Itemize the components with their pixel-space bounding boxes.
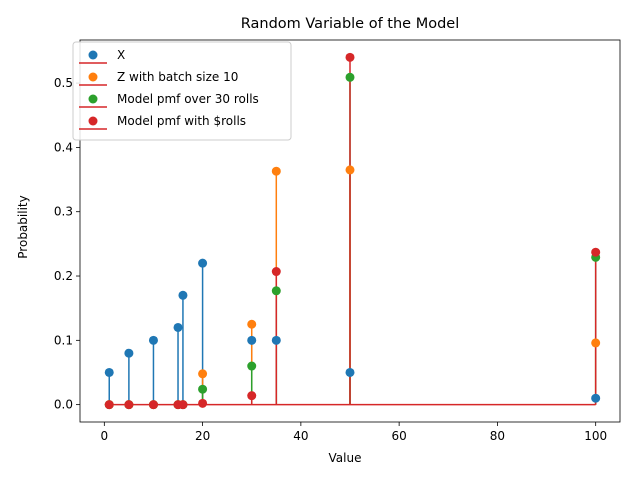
- data-point: [271, 335, 281, 345]
- data-point: [148, 400, 158, 410]
- data-point: [345, 52, 355, 62]
- x-tick-label: 20: [195, 429, 210, 443]
- x-tick-label: 0: [101, 429, 109, 443]
- series-markers-0: [104, 258, 601, 403]
- legend-marker: [88, 72, 98, 82]
- data-point: [591, 338, 601, 348]
- legend-label: X: [117, 48, 125, 62]
- legend-label: Z with batch size 10: [117, 70, 238, 84]
- x-axis-ticks: 0 20 40 60 80 100: [101, 422, 607, 443]
- data-point: [198, 398, 208, 408]
- x-tick-label: 40: [293, 429, 308, 443]
- data-point: [271, 166, 281, 176]
- legend-box: [72, 41, 292, 141]
- data-point: [178, 290, 188, 300]
- data-point: [247, 361, 257, 371]
- legend-label: Model pmf over 30 rolls: [117, 92, 259, 106]
- legend-marker: [88, 116, 98, 126]
- y-tick-label: 0.3: [54, 205, 73, 219]
- x-tick-label: 100: [584, 429, 607, 443]
- data-point: [198, 369, 208, 379]
- data-point: [173, 322, 183, 332]
- legend-entry: Model pmf over 30 rolls: [79, 92, 259, 108]
- data-point: [591, 393, 601, 403]
- legend-marker: [88, 50, 98, 60]
- plot-area: [104, 52, 601, 410]
- data-point: [345, 165, 355, 175]
- data-point: [345, 367, 355, 377]
- data-point: [247, 391, 257, 401]
- y-axis-ticks: 0.0 0.1 0.2 0.3 0.4 0.5: [54, 76, 80, 412]
- legend: X Z with batch size 10 Model pmf over 30 r…: [72, 41, 292, 141]
- data-point: [124, 400, 134, 410]
- legend-entry: Model pmf with $rolls: [79, 114, 246, 130]
- axes-frame: [79, 39, 621, 423]
- data-point: [124, 348, 134, 358]
- y-tick-label: 0.5: [54, 76, 73, 90]
- data-point: [591, 247, 601, 257]
- y-tick-label: 0.4: [54, 140, 73, 154]
- legend-marker: [88, 94, 98, 104]
- chart-title: Random Variable of the Model: [241, 16, 459, 32]
- data-point: [345, 72, 355, 82]
- data-point: [271, 267, 281, 277]
- y-tick-label: 0.1: [54, 333, 73, 347]
- data-point: [148, 335, 158, 345]
- y-tick-label: 0.0: [54, 398, 73, 412]
- series-markers-3: [104, 52, 601, 410]
- data-point: [178, 400, 188, 410]
- y-tick-label: 0.2: [54, 269, 73, 283]
- legend-entry: X: [79, 48, 125, 64]
- x-axis-label: Value: [329, 451, 362, 465]
- data-point: [198, 258, 208, 268]
- x-tick-label: 60: [391, 429, 406, 443]
- data-point: [247, 319, 257, 329]
- data-point: [198, 384, 208, 394]
- legend-entry: Z with batch size 10: [79, 70, 238, 86]
- data-point: [271, 286, 281, 296]
- legend-label: Model pmf with $rolls: [117, 114, 246, 128]
- y-axis-label: Probability: [16, 195, 30, 258]
- x-tick-label: 80: [490, 429, 505, 443]
- data-point: [247, 335, 257, 345]
- data-point: [104, 367, 114, 377]
- data-point: [104, 400, 114, 410]
